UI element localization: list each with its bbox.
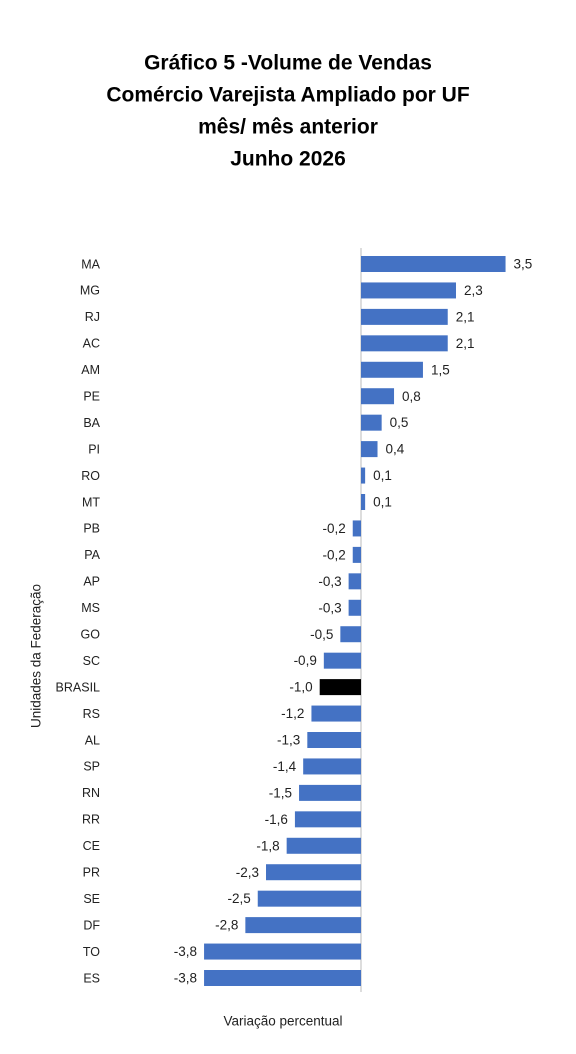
- y-axis-label: Unidades da Federação: [29, 584, 44, 728]
- category-label: SE: [83, 892, 100, 906]
- category-label: MT: [82, 495, 100, 509]
- bar: [266, 864, 361, 881]
- bar: [311, 705, 361, 722]
- value-label: 0,4: [386, 442, 405, 457]
- category-label: MA: [81, 257, 100, 271]
- category-label: DF: [83, 918, 100, 932]
- bar: [319, 679, 361, 696]
- value-label: -1,8: [256, 838, 279, 853]
- bar: [299, 784, 361, 801]
- bar: [294, 811, 361, 828]
- category-label: AC: [83, 337, 100, 351]
- value-label: 2,3: [464, 283, 483, 298]
- value-label: -0,3: [318, 600, 341, 615]
- value-label: -1,4: [273, 759, 297, 774]
- bar: [340, 626, 361, 643]
- category-label: RN: [82, 786, 100, 800]
- value-label: -2,5: [227, 891, 250, 906]
- bar: [348, 573, 361, 590]
- category-label: GO: [81, 628, 101, 642]
- value-label: -1,3: [277, 733, 300, 748]
- category-label: PR: [83, 866, 100, 880]
- value-label: -0,2: [322, 521, 345, 536]
- bar: [323, 652, 361, 669]
- category-label: RS: [83, 707, 100, 721]
- bar: [352, 546, 361, 563]
- value-label: -1,2: [281, 706, 304, 721]
- value-label: -1,0: [289, 680, 312, 695]
- category-label: PA: [84, 548, 100, 562]
- chart-title: mês/ mês anterior: [198, 116, 378, 139]
- value-label: 2,1: [456, 309, 475, 324]
- category-label: SC: [83, 654, 100, 668]
- chart-title: Comércio Varejista Ampliado por UF: [106, 84, 469, 107]
- value-label: -0,3: [318, 574, 341, 589]
- value-label: 2,1: [456, 336, 475, 351]
- value-label: -2,8: [215, 918, 238, 933]
- category-label: AL: [85, 733, 100, 747]
- category-label: PB: [83, 522, 100, 536]
- bar: [204, 970, 361, 986]
- bar: [361, 467, 366, 484]
- category-label: AM: [81, 363, 100, 377]
- bar: [245, 917, 361, 934]
- value-label: -3,8: [174, 944, 197, 959]
- bar: [286, 837, 361, 854]
- category-label: MG: [80, 284, 100, 298]
- bar: [361, 494, 366, 510]
- value-label: -0,2: [322, 547, 345, 562]
- category-label: AP: [83, 575, 100, 589]
- value-label: -0,9: [294, 653, 317, 668]
- category-label: SP: [83, 760, 100, 774]
- bar: [204, 943, 361, 960]
- category-label: RO: [81, 469, 100, 483]
- category-label: PE: [83, 390, 100, 404]
- value-label: -2,3: [236, 865, 259, 880]
- bar: [352, 520, 361, 537]
- bar: [361, 388, 395, 405]
- value-label: 0,8: [402, 389, 421, 404]
- bar: [361, 361, 423, 378]
- value-label: -0,5: [310, 627, 333, 642]
- bar: [348, 599, 361, 616]
- value-label: 0,1: [373, 495, 392, 510]
- bar: [361, 441, 378, 458]
- bar: [307, 732, 361, 748]
- bar: [361, 414, 382, 431]
- category-label: MS: [81, 601, 100, 615]
- chart-title: Junho 2026: [230, 148, 346, 171]
- bar: [361, 335, 448, 352]
- category-label: RR: [82, 813, 100, 827]
- bar: [257, 890, 361, 907]
- category-label: CE: [83, 839, 100, 853]
- bar: [361, 256, 506, 272]
- category-label: TO: [83, 945, 100, 959]
- category-label: RJ: [85, 310, 100, 324]
- x-axis-label: Variação percentual: [223, 1014, 342, 1029]
- value-label: 0,1: [373, 468, 392, 483]
- value-label: 1,5: [431, 362, 450, 377]
- value-label: -3,8: [174, 971, 197, 986]
- category-label: PI: [88, 442, 100, 456]
- bar: [303, 758, 361, 775]
- value-label: 0,5: [390, 415, 409, 430]
- category-label: ES: [83, 971, 100, 985]
- category-label: BA: [83, 416, 100, 430]
- value-label: -1,5: [269, 785, 292, 800]
- bar: [361, 282, 456, 299]
- chart-title: Gráfico 5 -Volume de Vendas: [144, 52, 432, 75]
- bar: [361, 308, 448, 325]
- value-label: -1,6: [265, 812, 288, 827]
- category-label: BRASIL: [56, 680, 101, 694]
- value-label: 3,5: [514, 257, 533, 272]
